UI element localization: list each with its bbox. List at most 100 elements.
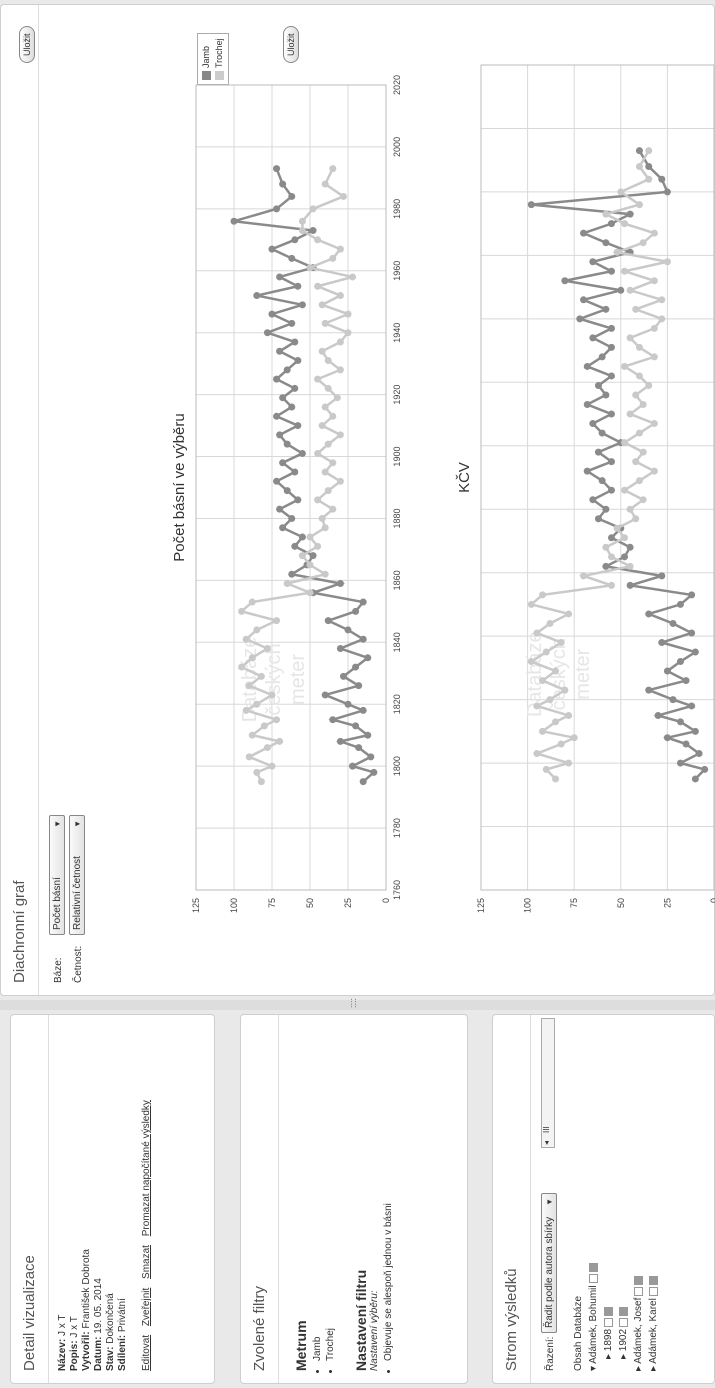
chart-legend: Jamb Trochej <box>197 33 229 85</box>
save-button-2[interactable]: Uložit <box>283 26 299 63</box>
detail-meta: Název: J x T Popis: J x T Vytvořil: Fran… <box>49 1015 137 1383</box>
chevron-down-icon: ▼ <box>53 820 62 828</box>
data-point-trochej <box>658 315 666 323</box>
filter-setting-list: Objevuje se alespoň jednou v básni <box>380 1015 397 1383</box>
data-point-trochej <box>663 258 671 266</box>
x-tick-label: 1860 <box>392 570 402 590</box>
data-point-jamb <box>283 366 291 374</box>
legend-swatch-trochej <box>215 71 225 80</box>
horizontal-scrollbar[interactable]: ◂ III <box>541 1018 555 1148</box>
checkbox-icon[interactable] <box>588 1274 598 1284</box>
data-point-jamb <box>589 420 597 428</box>
data-point-trochej <box>607 553 615 561</box>
checkbox-icon[interactable] <box>648 1287 658 1297</box>
data-point-trochej <box>607 581 615 589</box>
date-value: 19. 05. 2014 <box>93 1278 104 1334</box>
data-point-jamb <box>691 727 699 735</box>
clear-results-link[interactable]: Promazat napočítané výsledky <box>141 1100 152 1237</box>
chart-title: Počet básní ve výběru <box>171 413 188 561</box>
data-point-jamb <box>359 778 367 786</box>
checkbox-icon[interactable] <box>603 1306 613 1316</box>
panel-splitter[interactable]: :::: <box>0 998 715 1010</box>
data-point-trochej <box>344 310 352 318</box>
checkbox-icon[interactable] <box>648 1276 658 1286</box>
data-point-trochej <box>306 589 314 597</box>
tree-item[interactable]: ▾ Adámek, Bohumil <box>586 1027 601 1371</box>
data-point-trochej <box>617 188 625 196</box>
checkbox-icon[interactable] <box>588 1263 598 1273</box>
data-point-jamb <box>580 296 588 304</box>
data-point-trochej <box>632 391 640 399</box>
checkbox-icon[interactable] <box>603 1317 613 1327</box>
data-point-trochej <box>635 477 643 485</box>
data-point-jamb <box>676 718 684 726</box>
data-point-trochej <box>626 562 634 570</box>
filters-panel: Zvolené filtry Metrum Jamb Trochej Nasta… <box>240 1014 468 1384</box>
data-point-jamb <box>602 391 610 399</box>
data-point-trochej <box>570 734 578 742</box>
data-point-trochej <box>329 459 337 467</box>
data-point-jamb <box>291 468 299 476</box>
data-point-trochej <box>639 401 647 409</box>
tree-item[interactable]: ▸ Adámek, Karel <box>646 1027 661 1371</box>
data-point-jamb <box>344 700 352 708</box>
checkbox-icon[interactable] <box>633 1275 643 1285</box>
sort-value: Řadit podle autora sbírky <box>544 1216 555 1328</box>
data-point-jamb <box>645 686 653 694</box>
data-point-trochej <box>635 372 643 380</box>
checkbox-icon[interactable] <box>618 1317 628 1327</box>
sort-select[interactable]: Řadit podle autora sbírky ▼ <box>541 1193 557 1333</box>
tree-list: Obsah Databáze ▾ Adámek, Bohumil ▸ 1898 … <box>571 1015 661 1383</box>
data-point-jamb <box>607 458 615 466</box>
y-tick-label: 50 <box>616 898 626 908</box>
data-point-jamb <box>291 338 299 346</box>
data-point-jamb <box>607 343 615 351</box>
desc-value: J x T <box>69 1316 80 1338</box>
data-point-trochej <box>248 654 256 662</box>
data-point-trochej <box>238 607 246 615</box>
data-point-trochej <box>324 440 332 448</box>
data-point-jamb <box>370 768 378 776</box>
data-point-jamb <box>367 753 375 761</box>
data-point-trochej <box>650 420 658 428</box>
data-point-jamb <box>607 372 615 380</box>
data-point-trochej <box>613 248 621 256</box>
series-line-trochej <box>528 150 668 780</box>
data-point-trochej <box>533 750 541 758</box>
data-point-jamb <box>355 682 363 690</box>
data-point-trochej <box>650 467 658 475</box>
data-point-trochej <box>336 245 344 253</box>
data-point-trochej <box>561 686 569 694</box>
data-point-jamb <box>273 205 281 213</box>
detail-title: Detail vizualizace <box>11 1015 49 1383</box>
data-point-jamb <box>230 217 238 225</box>
data-point-jamb <box>273 375 281 383</box>
data-point-trochej <box>650 229 658 237</box>
metrum-heading: Metrum <box>293 1320 309 1371</box>
freq-select[interactable]: Relativní četnost ▼ <box>69 815 85 935</box>
data-point-trochej <box>621 534 629 542</box>
freq-value: Relativní četnost <box>72 856 83 930</box>
data-point-trochej <box>318 301 326 309</box>
edit-link[interactable]: Editovat <box>141 1334 152 1371</box>
publish-link[interactable]: Zveřejnit <box>141 1287 152 1327</box>
data-point-jamb <box>339 672 347 680</box>
data-point-jamb <box>288 254 296 262</box>
tree-item[interactable]: ▸ 1898 <box>601 1027 616 1371</box>
data-point-trochej <box>273 617 281 625</box>
data-point-jamb <box>276 273 284 281</box>
tree-item[interactable]: ▸ 1902 <box>616 1027 631 1371</box>
checkbox-icon[interactable] <box>633 1286 643 1296</box>
data-point-jamb <box>329 716 337 724</box>
base-select[interactable]: Počet básní ▼ <box>49 815 65 935</box>
tree-item[interactable]: ▸ Adámek, Josef <box>631 1027 646 1371</box>
save-button-1[interactable]: Uložit <box>19 26 35 63</box>
data-point-jamb <box>589 258 597 266</box>
data-point-jamb <box>602 305 610 313</box>
data-point-jamb <box>645 610 653 618</box>
data-point-trochej <box>621 220 629 228</box>
checkbox-icon[interactable] <box>618 1306 628 1316</box>
delete-link[interactable]: Smazat <box>141 1245 152 1279</box>
data-point-jamb <box>645 163 653 171</box>
data-point-trochej <box>324 357 332 365</box>
